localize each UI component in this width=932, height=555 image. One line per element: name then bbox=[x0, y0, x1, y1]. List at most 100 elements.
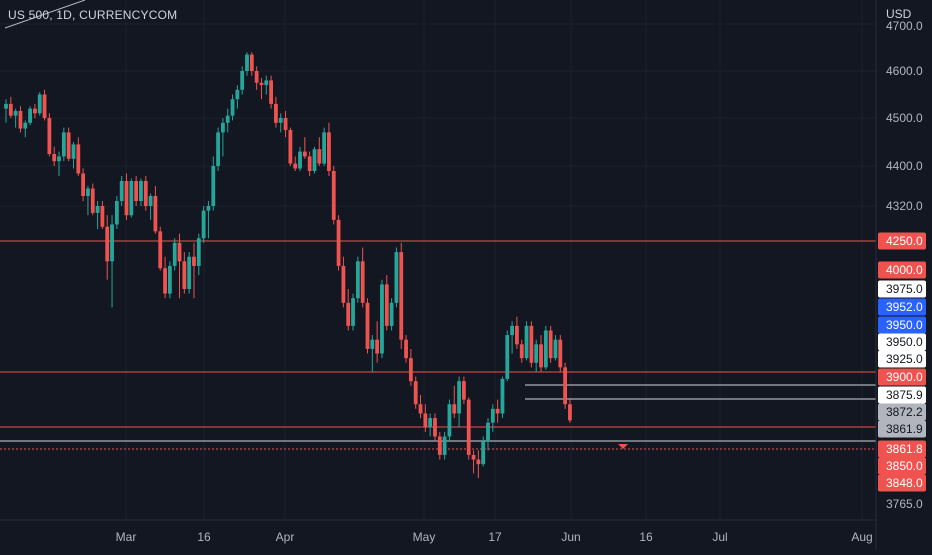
candle-body bbox=[327, 132, 331, 171]
candle-body bbox=[384, 284, 389, 326]
candle-body bbox=[418, 404, 423, 414]
candle-body bbox=[254, 71, 259, 83]
candle bbox=[476, 450, 481, 478]
y-tick-label: 4400.0 bbox=[886, 159, 923, 173]
candle bbox=[553, 335, 558, 361]
trend-line[interactable] bbox=[4, 0, 86, 29]
candle bbox=[529, 321, 534, 368]
x-tick-label: May bbox=[413, 530, 436, 544]
candle-body bbox=[365, 302, 370, 349]
candle-body bbox=[293, 163, 298, 169]
candle-body bbox=[307, 156, 312, 171]
candle bbox=[519, 339, 524, 363]
candle-body bbox=[177, 242, 182, 262]
price-tag-white[interactable]: 3950.0 bbox=[878, 333, 926, 351]
y-tick-label: 4320.0 bbox=[886, 199, 923, 213]
candle-body bbox=[225, 115, 230, 123]
candle bbox=[515, 316, 519, 349]
candle-body bbox=[13, 110, 18, 116]
candle-body bbox=[264, 80, 269, 86]
candle-body bbox=[529, 325, 534, 363]
candle-body bbox=[81, 173, 86, 196]
candle-body bbox=[90, 188, 95, 213]
candle-body bbox=[23, 122, 28, 129]
price-tag-white[interactable]: 3975.0 bbox=[878, 280, 926, 298]
candle-body bbox=[302, 151, 307, 157]
candle-body bbox=[519, 344, 524, 359]
candle-body bbox=[163, 268, 167, 294]
candle bbox=[543, 325, 548, 370]
candle-body bbox=[259, 82, 264, 86]
price-tag-red[interactable]: 3900.0 bbox=[878, 368, 926, 386]
candle bbox=[365, 298, 370, 354]
price-tag-red[interactable]: 4000.0 bbox=[878, 261, 926, 279]
candle bbox=[380, 279, 384, 359]
candle bbox=[158, 226, 163, 271]
candle bbox=[249, 52, 254, 76]
candle-body bbox=[481, 441, 486, 465]
candle-body bbox=[167, 265, 172, 294]
candle-body bbox=[495, 408, 500, 414]
price-tag-white[interactable]: 3875.9 bbox=[878, 386, 926, 404]
x-tick-label: 16 bbox=[197, 530, 211, 544]
candle bbox=[61, 127, 66, 162]
candle-body bbox=[457, 381, 461, 414]
candle bbox=[384, 275, 389, 331]
candle bbox=[81, 168, 86, 201]
candle-body bbox=[129, 181, 134, 216]
candle bbox=[539, 335, 543, 372]
candle bbox=[76, 137, 81, 176]
candle bbox=[355, 256, 360, 303]
candle-body bbox=[490, 408, 495, 423]
price-tag-blue[interactable]: 3952.0 bbox=[878, 298, 926, 316]
price-tag-label: 3950.0 bbox=[886, 335, 923, 349]
candle-body bbox=[413, 381, 418, 405]
candle-body bbox=[322, 132, 327, 164]
candle-body bbox=[375, 339, 380, 354]
price-tag-gray[interactable]: 3872.2 bbox=[878, 403, 926, 421]
price-tag-red[interactable]: 4250.0 bbox=[878, 232, 926, 250]
candle-body bbox=[428, 418, 433, 428]
candle-body bbox=[563, 367, 568, 405]
candle bbox=[235, 85, 240, 109]
candle bbox=[462, 376, 466, 405]
price-tag-red[interactable]: 3848.0 bbox=[878, 474, 926, 492]
candle-body bbox=[216, 132, 220, 166]
price-tag-label: 4250.0 bbox=[886, 234, 923, 248]
candle bbox=[293, 156, 298, 171]
candle bbox=[370, 335, 375, 372]
candle bbox=[317, 137, 322, 166]
candle bbox=[8, 96, 13, 118]
candle-body bbox=[196, 238, 201, 266]
price-tag-label: 3861.8 bbox=[886, 442, 923, 456]
candle bbox=[307, 151, 312, 176]
candle bbox=[196, 233, 201, 276]
price-tag-red[interactable]: 3861.8 bbox=[878, 440, 926, 458]
x-tick-label: Jul bbox=[712, 530, 727, 544]
candle bbox=[500, 376, 505, 419]
candle bbox=[563, 362, 568, 409]
candle bbox=[95, 201, 100, 230]
candle-body bbox=[274, 103, 278, 123]
candle-body bbox=[447, 404, 452, 437]
price-tag-white[interactable]: 3925.0 bbox=[878, 350, 926, 368]
candle-body bbox=[249, 54, 254, 71]
candle-body bbox=[52, 154, 57, 162]
candle-body bbox=[114, 201, 119, 225]
candle-body bbox=[433, 418, 437, 437]
candle-body bbox=[312, 149, 317, 171]
candle bbox=[124, 173, 129, 220]
price-tag-gray[interactable]: 3861.9 bbox=[878, 420, 926, 438]
candle-body bbox=[192, 256, 196, 266]
candle bbox=[452, 385, 457, 419]
currency-label[interactable]: USD bbox=[886, 7, 912, 21]
alert-marker-icon[interactable] bbox=[618, 444, 628, 449]
candle-body bbox=[158, 231, 163, 269]
price-tag-blue[interactable]: 3950.0 bbox=[878, 316, 926, 334]
candle bbox=[481, 436, 486, 467]
candle bbox=[23, 120, 28, 138]
price-tag-red[interactable]: 3850.0 bbox=[878, 457, 926, 475]
candle-body bbox=[408, 358, 413, 382]
